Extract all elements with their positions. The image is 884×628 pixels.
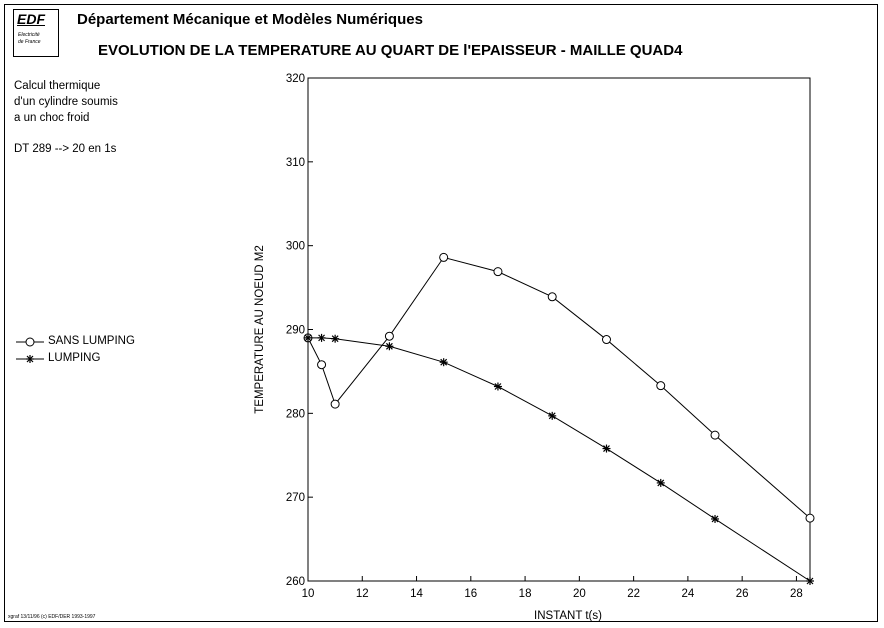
chart-title: EVOLUTION DE LA TEMPERATURE AU QUART DE …	[98, 42, 683, 59]
data-point-lumping	[304, 333, 312, 342]
data-point-lumping	[656, 478, 665, 487]
x-tick-label: 18	[519, 588, 532, 600]
logo-subtext-2: de France	[18, 39, 41, 45]
x-tick-label: 28	[790, 588, 803, 600]
data-point-sans-lumping	[493, 267, 503, 277]
data-point-lumping	[493, 382, 502, 391]
data-point-lumping	[385, 342, 394, 351]
y-tick-label: 290	[286, 325, 305, 337]
data-point-sans-lumping	[330, 399, 340, 409]
description-line-2: d'un cylindre soumis	[14, 96, 118, 108]
y-axis-label: TEMPERATURE AU NOEUD M2	[254, 245, 266, 413]
data-point-sans-lumping	[317, 360, 327, 370]
footer-credit: xgraf 13/11/96 (c) EDF/DER 1993-1997	[8, 614, 96, 620]
legend-label-lumping: LUMPING	[48, 352, 101, 364]
data-point-lumping	[317, 333, 326, 342]
y-tick-label: 280	[286, 408, 305, 420]
figure-frame	[4, 4, 878, 622]
x-tick-label: 14	[410, 588, 423, 600]
x-tick-label: 22	[627, 588, 640, 600]
data-point-lumping	[806, 577, 814, 585]
x-axis-label: INSTANT t(s)	[534, 610, 602, 622]
data-point-lumping	[439, 358, 448, 367]
y-tick-label: 260	[286, 576, 305, 588]
legend-marker-circle	[16, 337, 44, 347]
y-tick-label: 270	[286, 492, 305, 504]
edf-logo: EDF Electricité de France	[13, 9, 59, 57]
legend-marker-star	[16, 355, 44, 363]
data-point-lumping	[602, 444, 611, 453]
x-tick-label: 16	[464, 588, 477, 600]
data-point-sans-lumping	[601, 335, 611, 345]
data-point-lumping	[548, 411, 557, 420]
data-point-sans-lumping	[384, 331, 394, 341]
data-point-sans-lumping	[656, 381, 666, 391]
x-tick-label: 26	[736, 588, 749, 600]
data-point-sans-lumping	[547, 292, 557, 302]
description-line-1: Calcul thermique	[14, 80, 101, 92]
x-tick-label: 20	[573, 588, 586, 600]
x-tick-label: 10	[302, 588, 315, 600]
legend-label-sans-lumping: SANS LUMPING	[48, 335, 135, 347]
x-tick-label: 12	[356, 588, 369, 600]
x-tick-label: 24	[681, 588, 694, 600]
series-line-sans-lumping	[307, 256, 811, 519]
department-name: Département Mécanique et Modèles Numériq…	[77, 11, 423, 28]
plot-area-border	[307, 77, 811, 582]
data-point-sans-lumping	[805, 513, 815, 523]
y-tick-label: 300	[286, 241, 305, 253]
logo-subtext-1: Electricité	[18, 32, 40, 38]
series-line-lumping	[308, 337, 811, 582]
data-point-sans-lumping	[439, 252, 449, 262]
data-point-sans-lumping	[710, 430, 720, 440]
description-line-3: a un choc froid	[14, 112, 90, 124]
data-point-lumping	[711, 514, 720, 523]
data-point-lumping	[331, 334, 340, 343]
logo-text: EDF	[17, 11, 45, 27]
y-tick-label: 310	[286, 157, 305, 169]
description-line-4: DT 289 --> 20 en 1s	[14, 143, 117, 155]
y-tick-label: 320	[286, 73, 305, 85]
